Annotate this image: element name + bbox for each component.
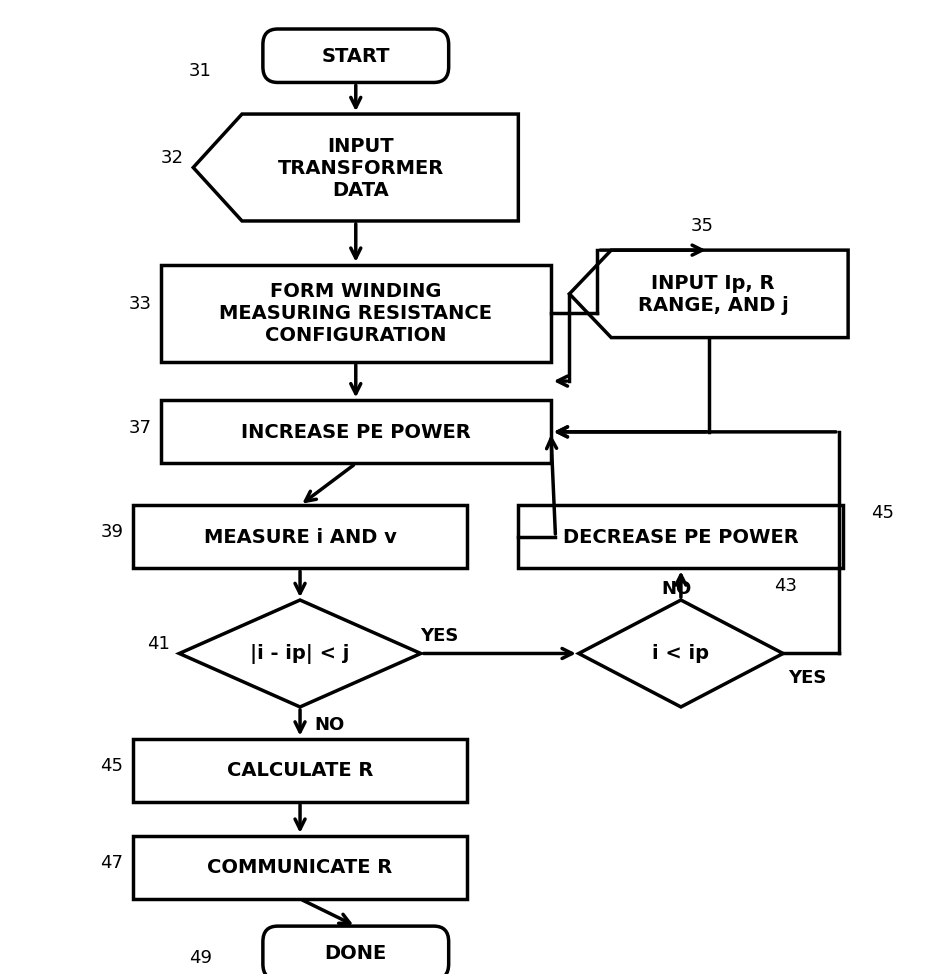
- Text: 49: 49: [189, 949, 212, 966]
- Bar: [518, 505, 843, 569]
- Text: 31: 31: [189, 62, 212, 80]
- Text: NO: NO: [660, 579, 691, 598]
- Text: YES: YES: [787, 669, 826, 687]
- Text: DECREASE PE POWER: DECREASE PE POWER: [562, 528, 799, 546]
- Text: 39: 39: [101, 524, 123, 541]
- Text: NO: NO: [314, 715, 344, 734]
- Text: |i - ip| < j: |i - ip| < j: [250, 644, 349, 663]
- Bar: [133, 835, 467, 899]
- Bar: [161, 401, 550, 464]
- Text: MEASURE i AND v: MEASURE i AND v: [204, 528, 396, 546]
- Text: i < ip: i < ip: [652, 644, 709, 663]
- Text: DONE: DONE: [324, 944, 387, 962]
- Text: 33: 33: [128, 295, 151, 313]
- Text: YES: YES: [420, 627, 459, 645]
- Text: CALCULATE R: CALCULATE R: [227, 761, 373, 780]
- Text: 45: 45: [870, 504, 894, 522]
- Text: 37: 37: [128, 418, 151, 437]
- Text: FORM WINDING
MEASURING RESISTANCE
CONFIGURATION: FORM WINDING MEASURING RESISTANCE CONFIG…: [219, 282, 492, 345]
- Text: 47: 47: [101, 854, 123, 871]
- Text: START: START: [321, 47, 389, 65]
- Bar: [133, 505, 467, 569]
- Bar: [133, 739, 467, 802]
- Text: INCREASE PE POWER: INCREASE PE POWER: [241, 423, 471, 442]
- Text: 43: 43: [773, 576, 797, 595]
- Text: 45: 45: [101, 756, 123, 775]
- Text: INPUT
TRANSFORMER
DATA: INPUT TRANSFORMER DATA: [277, 137, 444, 199]
- Bar: [161, 265, 550, 362]
- Text: 35: 35: [690, 217, 713, 235]
- Text: 41: 41: [147, 635, 170, 653]
- Text: 32: 32: [161, 149, 184, 167]
- Text: COMMUNICATE R: COMMUNICATE R: [207, 858, 392, 877]
- Text: INPUT Ip, R
RANGE, AND j: INPUT Ip, R RANGE, AND j: [637, 274, 788, 315]
